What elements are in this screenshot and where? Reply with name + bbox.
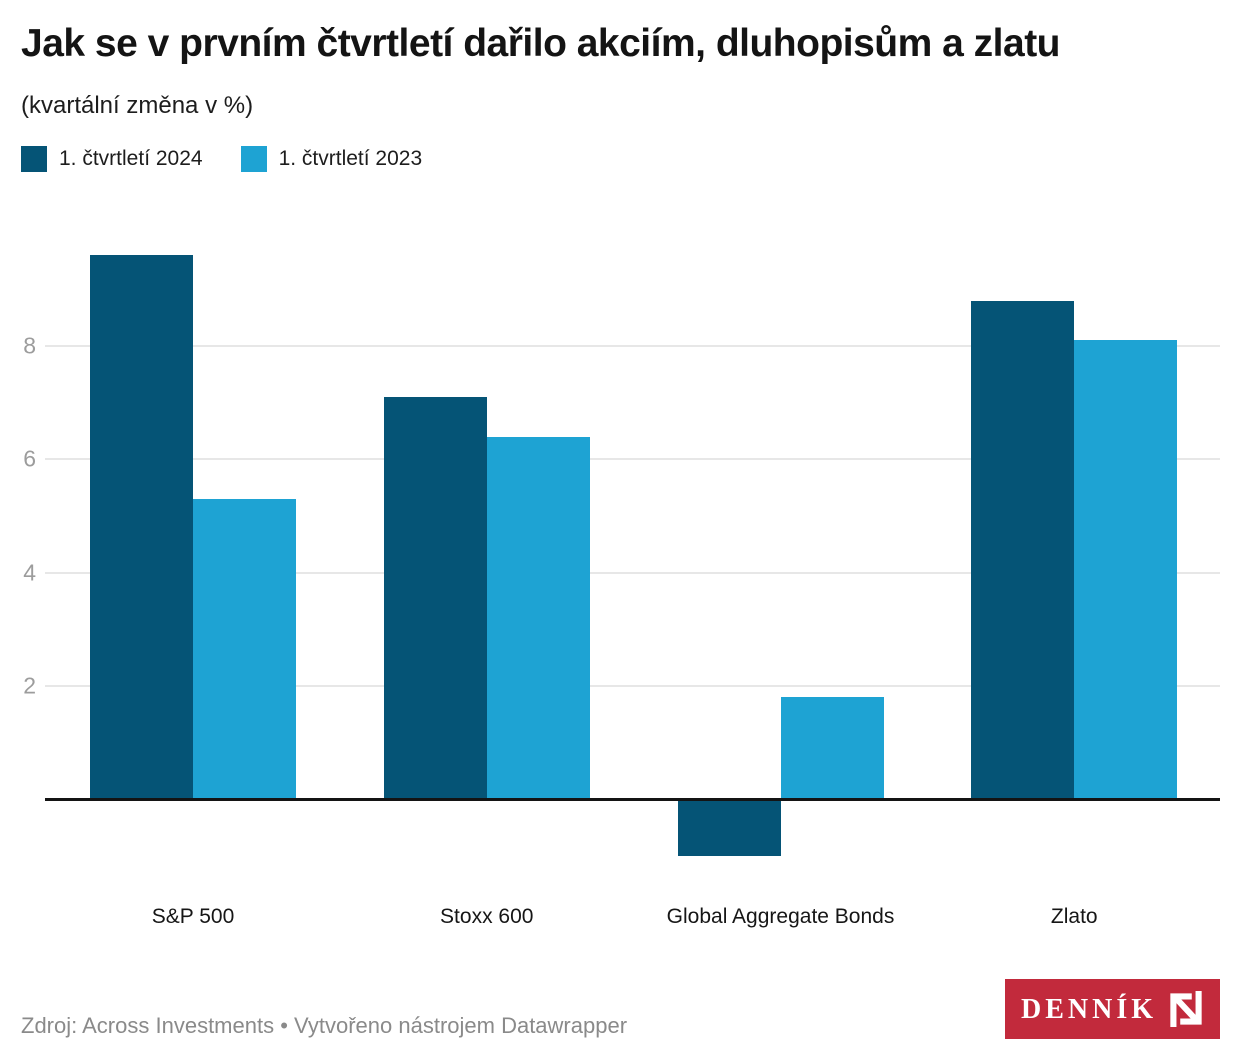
dennik-n-icon xyxy=(1170,991,1202,1027)
y-gridline-8 xyxy=(45,344,1220,347)
category-label-S&P 500: S&P 500 xyxy=(151,905,235,928)
y-gridline-2 xyxy=(45,685,1220,688)
legend: 1. čtvrtletí 2024 1. čtvrtletí 2023 xyxy=(21,146,422,172)
y-gridline-6 xyxy=(45,458,1220,461)
legend-swatch-2023 xyxy=(240,146,267,172)
bar-S&P 500-1. čtvrtletí 2024 xyxy=(90,255,193,800)
category-label-Zlato: Zlato xyxy=(1050,905,1098,928)
bar-Zlato-1. čtvrtletí 2024 xyxy=(971,300,1075,800)
chart-title: Jak se v prvním čtvrtletí dařilo akciím,… xyxy=(21,22,1061,65)
source-note: Zdroj: Across Investments • Vytvořeno ná… xyxy=(21,1013,628,1038)
bar-Stoxx 600-1. čtvrtletí 2024 xyxy=(383,396,487,800)
legend-swatch-2024 xyxy=(21,146,47,172)
category-label-Global Aggregate Bonds: Global Aggregate Bonds xyxy=(666,905,895,928)
y-tick-label-6: 6 xyxy=(23,445,36,472)
dennik-n-logo[interactable]: DENNÍK xyxy=(1005,979,1220,1039)
legend-item-2023: 1. čtvrtletí 2023 xyxy=(240,146,423,172)
bar-Global Aggregate Bonds-1. čtvrtletí 2024 xyxy=(677,799,781,857)
y-tick-label-4: 4 xyxy=(23,559,36,586)
logo-wordmark: DENNÍK xyxy=(1020,994,1157,1025)
legend-label-2024: 1. čtvrtletí 2024 xyxy=(59,147,203,170)
y-tick-label-8: 8 xyxy=(23,332,36,359)
bar-Global Aggregate Bonds-1. čtvrtletí 2023 xyxy=(780,697,884,800)
category-label-Stoxx 600: Stoxx 600 xyxy=(440,905,534,928)
chart-subtitle: (kvartální změna v %) xyxy=(21,92,254,119)
bar-Stoxx 600-1. čtvrtletí 2023 xyxy=(486,436,590,800)
bar-Zlato-1. čtvrtletí 2023 xyxy=(1074,340,1178,800)
bar-S&P 500-1. čtvrtletí 2023 xyxy=(193,498,296,800)
x-axis-zero-line xyxy=(45,798,1220,801)
legend-label-2023: 1. čtvrtletí 2023 xyxy=(278,147,423,170)
legend-item-2024: 1. čtvrtletí 2024 xyxy=(21,146,203,172)
y-tick-label-2: 2 xyxy=(23,672,36,699)
y-gridline-4 xyxy=(45,571,1220,574)
